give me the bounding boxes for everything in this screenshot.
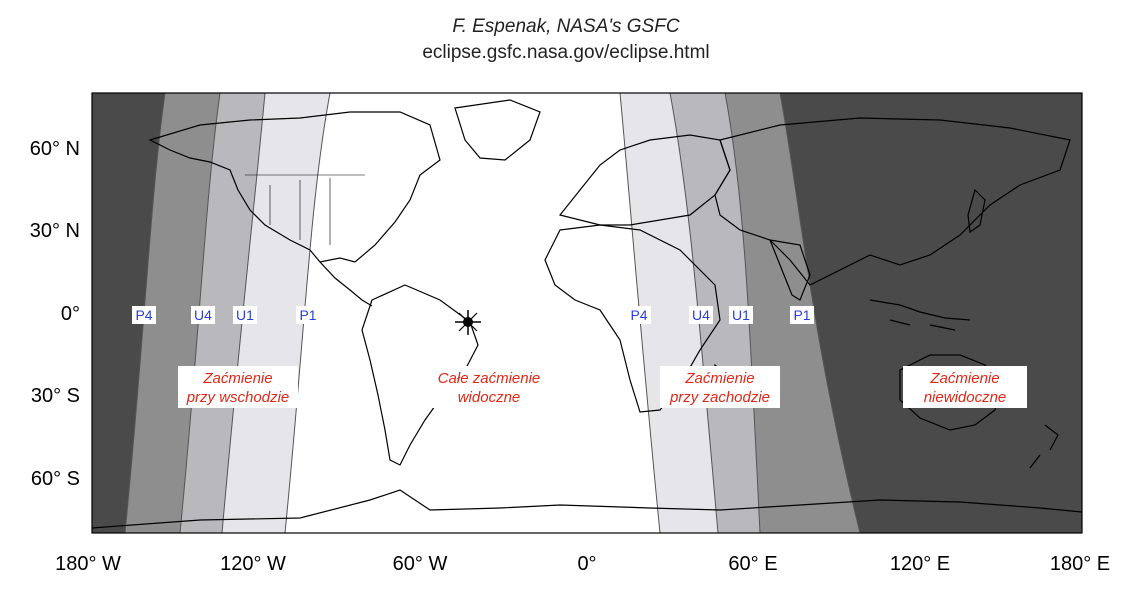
svg-text:Zaćmienie: Zaćmienie bbox=[684, 370, 754, 387]
map-frame-content bbox=[92, 93, 1082, 533]
svg-text:U1: U1 bbox=[732, 307, 750, 323]
svg-text:U4: U4 bbox=[194, 307, 212, 323]
svg-text:Całe zaćmienie: Całe zaćmienie bbox=[438, 370, 541, 387]
svg-text:Zaćmienie: Zaćmienie bbox=[929, 370, 999, 387]
svg-text:przy zachodzie: przy zachodzie bbox=[669, 389, 770, 406]
svg-text:U4: U4 bbox=[692, 307, 710, 323]
credit-url: eclipse.gsfc.nasa.gov/eclipse.html bbox=[422, 42, 710, 63]
australia-outline bbox=[899, 354, 1001, 431]
svg-text:Zaćmienie: Zaćmienie bbox=[202, 370, 272, 387]
x-axis: 180° W 120° W 60° W 0° 60° E 120° E 180°… bbox=[55, 553, 1110, 575]
north-america-outline bbox=[148, 111, 441, 263]
japan-outline bbox=[967, 188, 986, 234]
asia-outline bbox=[714, 117, 1071, 286]
contact-label-p1-east: P1 bbox=[790, 306, 814, 324]
central-america-outline bbox=[319, 261, 373, 307]
south-america-outline bbox=[361, 284, 479, 466]
region-label-none: Zaćmienie niewidoczne bbox=[903, 366, 1027, 408]
credit-author: F. Espenak, NASA's GSFC bbox=[452, 16, 680, 37]
sublunar-point-marker bbox=[455, 310, 481, 335]
region-label-full: Całe zaćmienie widoczne bbox=[425, 366, 553, 408]
y-tick-label: 30° N bbox=[30, 220, 80, 242]
y-tick-label: 0° bbox=[61, 303, 80, 325]
india-outline bbox=[769, 239, 811, 301]
svg-text:U1: U1 bbox=[236, 307, 254, 323]
contact-curves bbox=[124, 93, 861, 533]
state-borders bbox=[269, 178, 331, 245]
x-tick-label: 120° E bbox=[890, 553, 950, 575]
x-tick-label: 180° W bbox=[55, 553, 121, 575]
svg-text:P4: P4 bbox=[630, 307, 647, 323]
africa-outline bbox=[544, 224, 721, 413]
svg-text:widoczne: widoczne bbox=[458, 389, 521, 406]
contact-label-p4-east: P4 bbox=[627, 306, 651, 324]
contact-label-p4-west: P4 bbox=[132, 306, 156, 324]
x-tick-label: 180° E bbox=[1050, 553, 1110, 575]
y-tick-label: 60° N bbox=[30, 138, 80, 160]
greenland-outline bbox=[454, 99, 541, 161]
svg-text:przy wschodzie: przy wschodzie bbox=[186, 389, 290, 406]
x-tick-label: 60° W bbox=[393, 553, 448, 575]
contact-label-u1-east: U1 bbox=[729, 306, 753, 324]
y-axis: 60° N 30° N 0° 30° S 60° S bbox=[30, 138, 80, 490]
x-tick-label: 60° E bbox=[728, 553, 777, 575]
contact-label-u4-east: U4 bbox=[689, 306, 713, 324]
indonesia-outline bbox=[869, 299, 971, 331]
x-tick-label: 120° W bbox=[220, 553, 286, 575]
antarctica-outline bbox=[92, 489, 1082, 529]
map-border bbox=[91, 92, 1083, 534]
contact-label-u4-west: U4 bbox=[191, 306, 215, 324]
contact-label-u1-west: U1 bbox=[233, 306, 257, 324]
y-tick-label: 30° S bbox=[31, 385, 80, 407]
svg-text:P4: P4 bbox=[135, 307, 152, 323]
contact-label-p1-west: P1 bbox=[296, 306, 320, 324]
region-label-rise: Zaćmienie przy wschodzie bbox=[178, 366, 298, 408]
svg-text:niewidoczne: niewidoczne bbox=[924, 389, 1007, 406]
zone-east-not-visible bbox=[780, 93, 1082, 533]
region-label-set: Zaćmienie przy zachodzie bbox=[660, 366, 780, 408]
svg-text:P1: P1 bbox=[299, 307, 316, 323]
new-zealand-outline bbox=[1029, 424, 1059, 469]
y-tick-label: 60° S bbox=[31, 468, 80, 490]
x-tick-label: 0° bbox=[577, 553, 596, 575]
svg-text:P1: P1 bbox=[793, 307, 810, 323]
